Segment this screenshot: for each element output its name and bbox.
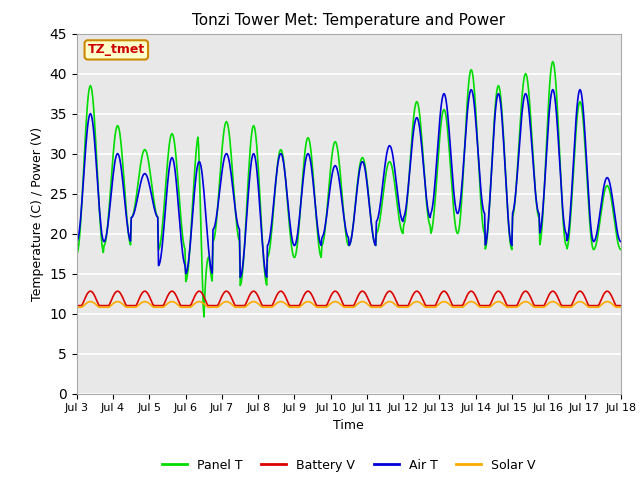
Panel T (549, 59, 557, 64)
Solar V (617, 304, 625, 310)
Air T (194, 161, 202, 167)
Solar V (73, 304, 81, 310)
Battery V (86, 288, 94, 294)
Solar V (416, 300, 424, 305)
Air T (139, 173, 147, 179)
Air T (576, 87, 584, 93)
Air T (223, 151, 230, 156)
Title: Tonzi Tower Met: Temperature and Power: Tonzi Tower Met: Temperature and Power (192, 13, 506, 28)
Battery V (140, 289, 147, 295)
Line: Solar V: Solar V (77, 301, 621, 307)
Solar V (140, 299, 147, 305)
Battery V (195, 288, 202, 294)
Solar V (86, 299, 94, 304)
Air T (416, 124, 424, 130)
Battery V (223, 288, 231, 294)
Battery V (431, 303, 439, 309)
Air T (236, 275, 244, 280)
Air T (83, 133, 90, 139)
Panel T (200, 314, 208, 320)
Solar V (195, 299, 202, 304)
Panel T (139, 151, 147, 156)
Battery V (83, 292, 90, 298)
Panel T (416, 111, 424, 117)
Panel T (83, 112, 90, 118)
Battery V (617, 303, 625, 309)
Panel T (73, 251, 81, 256)
Solar V (223, 299, 231, 305)
Air T (73, 239, 81, 244)
Legend: Panel T, Battery V, Air T, Solar V: Panel T, Battery V, Air T, Solar V (157, 454, 541, 477)
Solar V (83, 300, 90, 306)
Panel T (431, 193, 439, 199)
Line: Battery V: Battery V (77, 291, 621, 306)
Line: Panel T: Panel T (77, 61, 621, 317)
Panel T (617, 247, 625, 252)
Panel T (223, 120, 231, 126)
Battery V (73, 303, 81, 309)
Battery V (416, 290, 424, 296)
Text: TZ_tmet: TZ_tmet (88, 43, 145, 56)
Solar V (431, 304, 439, 310)
Air T (617, 239, 625, 244)
Air T (431, 175, 439, 180)
Line: Air T: Air T (77, 90, 621, 277)
Y-axis label: Temperature (C) / Power (V): Temperature (C) / Power (V) (31, 127, 44, 300)
X-axis label: Time: Time (333, 419, 364, 432)
Panel T (194, 134, 202, 140)
